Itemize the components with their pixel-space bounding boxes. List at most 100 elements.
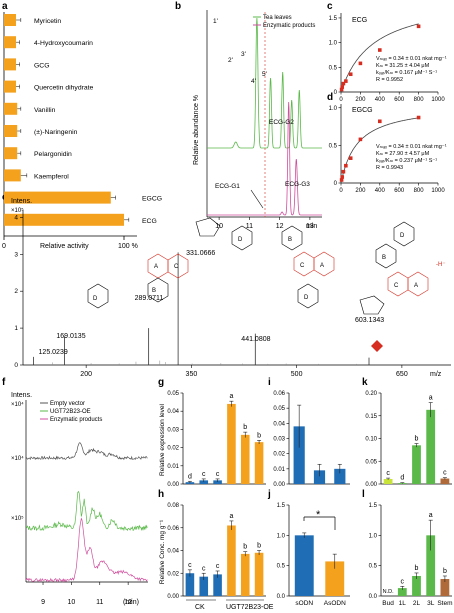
j-ytick-label: 1.0	[277, 533, 286, 539]
e-ytick-label: 2	[14, 288, 18, 295]
g-letter: b	[243, 424, 247, 431]
l-bar	[440, 579, 450, 596]
d-ytick-label: 1.0	[329, 106, 338, 112]
d-point	[358, 137, 363, 142]
e-annotation: -H⁻	[436, 262, 446, 268]
k-ytick-label: 0.10	[365, 437, 377, 443]
svg-text:A: A	[154, 264, 158, 270]
e-xlabel: m/z	[430, 371, 442, 378]
c-point	[358, 61, 363, 66]
svg-text:B: B	[382, 255, 386, 261]
f-scale-1: ×10⁴	[11, 455, 24, 462]
c-xtick-label: 0	[339, 97, 343, 103]
i-ytick-label: 0.00	[273, 482, 285, 488]
panel-h: Relative Conc. mg g⁻¹ 0.00 0.02 0.04 0.06 0.…	[159, 503, 274, 611]
j-significance: *	[316, 509, 321, 521]
a-category-label: Vanillin	[34, 107, 56, 114]
g-bar	[227, 403, 236, 484]
a-bar	[4, 58, 16, 71]
a-category-label: ECG	[142, 218, 157, 225]
h-letter: c	[188, 562, 192, 569]
f-legend-1: UGT72B23-OE	[50, 409, 91, 415]
h-letter: c	[216, 563, 220, 570]
e-peak-label: 603.1343	[355, 317, 384, 324]
e-peak-label: 125.0239	[39, 349, 68, 356]
e-ytick-label: 0	[14, 362, 18, 369]
k-bar	[440, 478, 450, 484]
f-scale-0: ×10⁴	[11, 401, 24, 408]
panel-label-a: a	[2, 1, 8, 12]
e-ytick-label: 1	[14, 325, 18, 332]
b-peak-4: 4'	[251, 78, 256, 85]
i-bar	[334, 468, 346, 484]
g-bar	[254, 442, 264, 484]
l-letter: c	[401, 578, 405, 585]
j-category-label: AsODN	[324, 600, 346, 607]
k-ytick-label: 0.00	[365, 482, 377, 488]
svg-text:A: A	[320, 263, 324, 269]
l-ytick-label: 0.5	[369, 564, 378, 570]
i-ytick-label: 0.02	[273, 452, 285, 458]
panel-i: 0.00 0.01 0.02 0.03 0.04 0.05 0.06	[273, 391, 350, 488]
a-category-label: Kaempferol	[34, 173, 69, 180]
k-letter: d	[400, 475, 404, 482]
panel-d: 0 200 400 600 800 1000 0 0.5 1.0 EGCG Vₘₐₓ = 0.3…	[329, 104, 447, 194]
e-precursor-marker	[371, 340, 383, 352]
g-ytick-label: 0.01	[167, 464, 179, 470]
i-ytick-label: 0.01	[273, 467, 285, 473]
e-xtick-label: 200	[80, 371, 92, 378]
h-letter: b	[243, 544, 247, 551]
e-xtick-label: 500	[291, 371, 303, 378]
g-bar	[213, 480, 222, 484]
e-yexp: ×10⁵	[11, 207, 24, 214]
h-bar	[254, 552, 264, 596]
panel-c: 0 200 400 600 800 1000 0 0.5 1.0 1.5 ECG Vₘₐₓ = 0…	[329, 13, 447, 103]
l-letter: b	[443, 568, 447, 575]
structure-gallic: D	[87, 283, 109, 309]
k-letter: c	[443, 470, 447, 477]
a-bar	[4, 80, 16, 93]
k-ytick-label: 0.15	[365, 414, 377, 420]
panel-label-d: d	[327, 92, 333, 103]
b-ecg-g3: ECG-G3	[285, 181, 310, 188]
l-bar	[412, 575, 421, 596]
f-legend-2: Enzymatic products	[50, 417, 102, 423]
panel-label-j: j	[267, 489, 271, 500]
b-xtick-label: 13	[306, 223, 314, 230]
e-peak-label: 169.0135	[56, 333, 85, 340]
c-ytick-label: 1.0	[329, 41, 338, 47]
l-ytick-label: 0.0	[369, 594, 378, 600]
a-bar	[4, 125, 18, 137]
j-ytick-label: 0.5	[277, 564, 286, 570]
e-xtick-label: 350	[186, 371, 198, 378]
e-ylabel: Intens.	[11, 198, 32, 205]
panel-label-f: f	[2, 377, 6, 388]
a-category-label: Quercetin dihydrate	[34, 85, 94, 92]
c-xtick-label: 1000	[431, 97, 445, 103]
l-category-label: 3L	[427, 600, 435, 607]
panel-a: Myricetin 4-Hydroxycoumarin GCG Quercetin d…	[2, 12, 162, 250]
c-xtick-label: 800	[414, 97, 425, 103]
f-xlabel: (min)	[123, 599, 139, 606]
h-letter: b	[257, 543, 261, 550]
svg-text:A: A	[414, 283, 418, 289]
svg-text:B: B	[288, 237, 292, 243]
svg-text:D: D	[93, 296, 98, 302]
k-letter: a	[429, 395, 433, 402]
j-ytick-label: 1.5	[277, 503, 286, 509]
k-ytick-label: 0.05	[365, 459, 377, 465]
l-ytick-label: 1.5	[369, 503, 378, 509]
d-stat-2: kₒₐₜ/Kₘ = 0.237 μM⁻¹ S⁻¹	[376, 158, 437, 164]
structure-ecg: C A B D	[281, 225, 335, 309]
a-bar	[4, 147, 18, 160]
l-letter: a	[429, 512, 433, 519]
h-bar	[240, 553, 250, 596]
c-stat-2: kₒₐₜ/Kₘ = 0.167 μM⁻¹ S⁻¹	[376, 70, 437, 76]
svg-text:D: D	[238, 237, 243, 243]
c-title: ECG	[352, 17, 367, 24]
c-point	[341, 81, 346, 86]
h-letter: c	[202, 565, 206, 572]
a-category-label: GCG	[34, 62, 49, 69]
d-point	[378, 119, 382, 124]
